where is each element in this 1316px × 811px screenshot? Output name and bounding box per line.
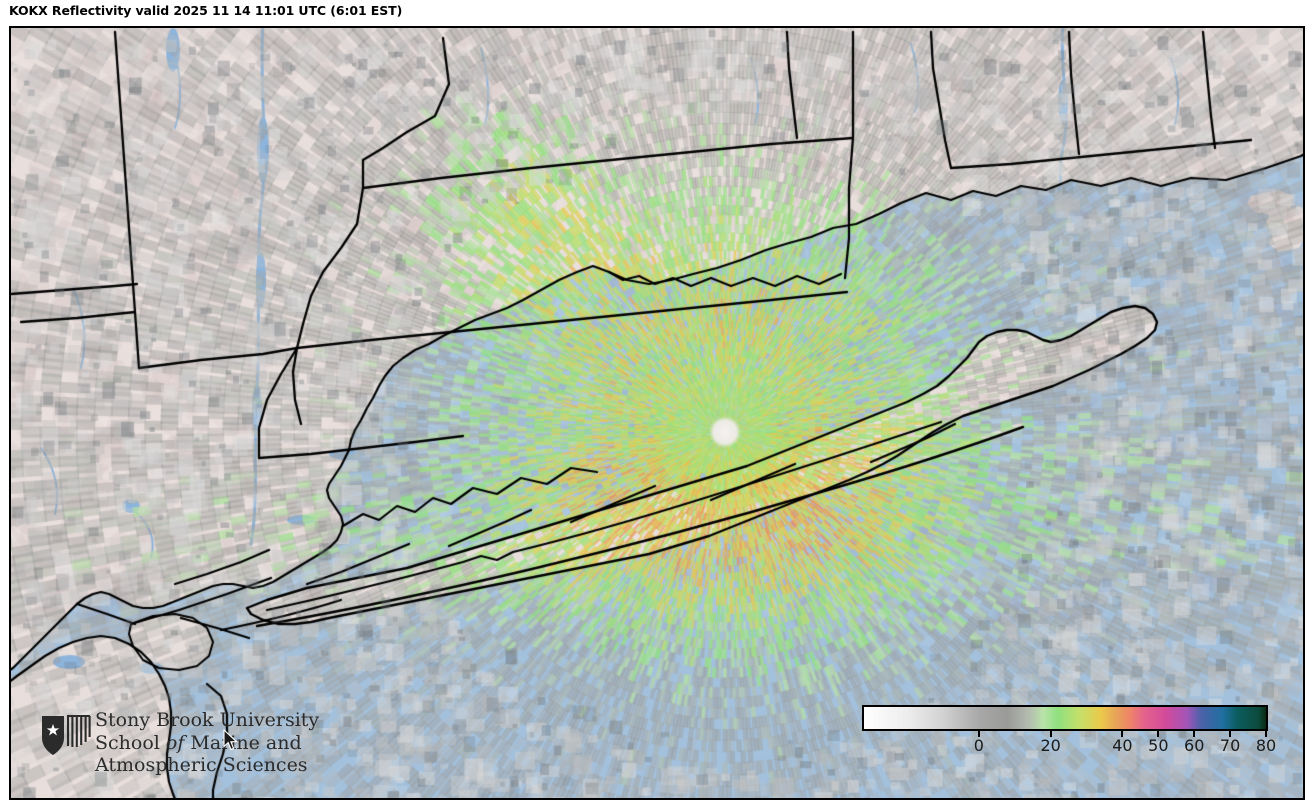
logo-text: Stony Brook University School of Marine … bbox=[95, 709, 319, 777]
logo-line-2-b: of bbox=[165, 731, 185, 754]
map-frame[interactable] bbox=[9, 26, 1305, 800]
colorbar-tick bbox=[1193, 731, 1196, 737]
colorbar-tick bbox=[1157, 731, 1160, 737]
colorbar-tick-label: 70 bbox=[1219, 736, 1241, 755]
colorbar-tick bbox=[1265, 731, 1267, 737]
mouse-cursor-icon bbox=[223, 729, 238, 751]
colorbar-tick-label: 0 bbox=[973, 736, 984, 755]
colorbar-tick bbox=[977, 731, 980, 737]
logo-line-2: School of Marine and bbox=[95, 732, 319, 755]
colorbar-tick bbox=[1121, 731, 1124, 737]
colorbar-tick-label: 20 bbox=[1040, 736, 1061, 755]
colorbar-gradient bbox=[862, 705, 1268, 731]
colorbar-tick-labels: 0 20 40 50 60 70 80 bbox=[862, 736, 1276, 760]
radar-map-canvas[interactable] bbox=[11, 28, 1303, 798]
page-title: KOKX Reflectivity valid 2025 11 14 11:01… bbox=[9, 3, 403, 18]
colorbar-tick-label: 50 bbox=[1148, 736, 1169, 755]
colorbar-tick-label: 80 bbox=[1255, 736, 1277, 755]
colorbar-ticks bbox=[862, 731, 1268, 737]
colorbar-tick-label: 60 bbox=[1184, 736, 1205, 755]
reflectivity-colorbar: 0 20 40 50 60 70 80 bbox=[862, 705, 1282, 767]
logo-line-1: Stony Brook University bbox=[95, 709, 320, 731]
logo-line-3: Atmospheric Sciences bbox=[95, 754, 308, 776]
logo-line-2-c: Marine and bbox=[184, 731, 302, 754]
colorbar-tick bbox=[1049, 731, 1052, 737]
stony-brook-shield-icon bbox=[42, 715, 91, 755]
colorbar-tick-label: 40 bbox=[1112, 736, 1133, 755]
logo-line-2-a: School bbox=[95, 731, 166, 754]
stony-brook-logo: Stony Brook University School of Marine … bbox=[40, 709, 340, 794]
colorbar-tick bbox=[1229, 731, 1232, 737]
